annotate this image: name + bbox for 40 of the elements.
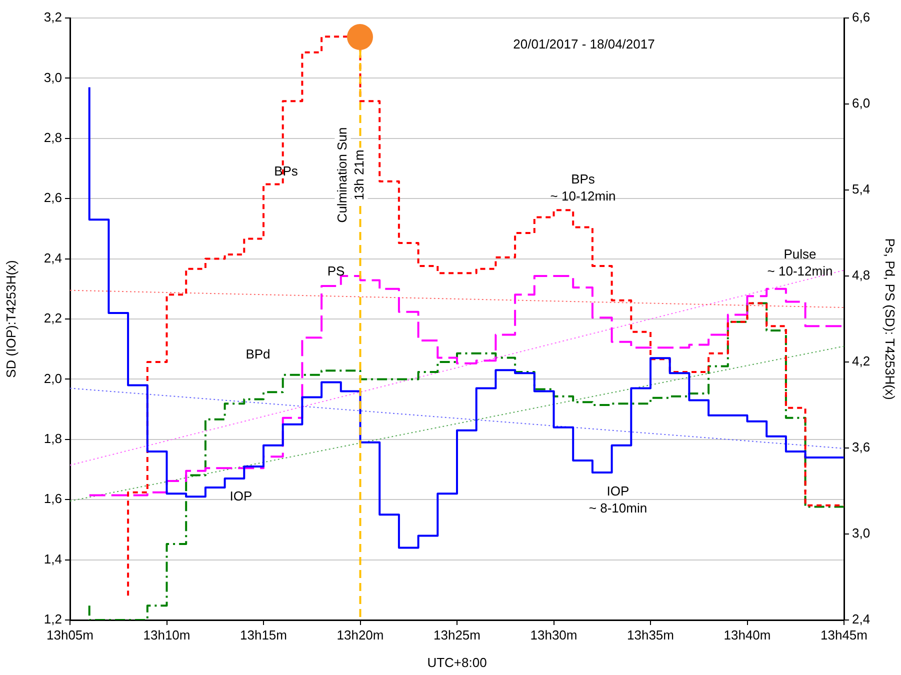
- x-tick-label: 13h45m: [820, 627, 868, 642]
- series-label: PS: [327, 264, 345, 279]
- y-tick-label: 2,2: [44, 310, 62, 326]
- x-tick-label: 13h40m: [724, 627, 771, 642]
- y-tick-label: 3,0: [44, 70, 62, 85]
- x-tick-label: 13h35m: [627, 627, 674, 642]
- x-tick-label: 13h15m: [240, 627, 287, 642]
- y-axis-title: SD (IOP):T4253H(x): [3, 260, 18, 378]
- y-tick-label: 2,6: [44, 190, 62, 206]
- x-tick-label: 13h30m: [530, 627, 578, 642]
- x-tick-label: 13h20m: [336, 627, 384, 642]
- y2-axis-title: Ps, Pd, PS (SD): T4253H(x): [882, 238, 898, 400]
- x-tick-label: 13h10m: [143, 627, 190, 642]
- y2-tick-label: 5,4: [852, 182, 870, 197]
- series-label: IOP: [230, 488, 252, 504]
- y-tick-label: 3,2: [44, 10, 62, 25]
- x-tick-label: 13h25m: [434, 627, 480, 642]
- y2-tick-label: 3,0: [852, 526, 870, 541]
- annotation: BPs ~ 10-12min: [550, 172, 616, 204]
- y-tick-label: 1,6: [44, 491, 62, 506]
- annotation: IOP ~ 8-10min: [588, 484, 648, 516]
- y-tick-label: 1,4: [44, 551, 62, 566]
- y2-tick-label: 6,6: [852, 10, 870, 25]
- y2-tick-label: 6,0: [852, 96, 870, 111]
- annotation: Pulse ~ 10-12min: [767, 246, 833, 279]
- y2-tick-label: 3,6: [852, 440, 870, 455]
- annotation: 20/01/2017 - 18/04/2017: [513, 36, 655, 52]
- x-tick-label: 13h05m: [46, 627, 94, 642]
- y2-tick-label: 4,2: [852, 354, 870, 369]
- y-tick-label: 2,8: [44, 130, 62, 145]
- y-tick-label: 2,4: [44, 250, 62, 266]
- y2-tick-label: 2,4: [852, 612, 870, 627]
- series-label: BPs: [274, 164, 298, 179]
- x-axis-title: UTC+8:00: [427, 654, 487, 670]
- y-tick-label: 1,8: [44, 430, 62, 446]
- y-tick-label: 1,2: [44, 612, 62, 627]
- y-tick-label: 2,0: [44, 370, 62, 386]
- series-label: BPd: [246, 346, 270, 362]
- ref-line-label: Culmination Sun 13h 21m: [334, 127, 366, 223]
- y2-tick-label: 4,8: [852, 268, 870, 283]
